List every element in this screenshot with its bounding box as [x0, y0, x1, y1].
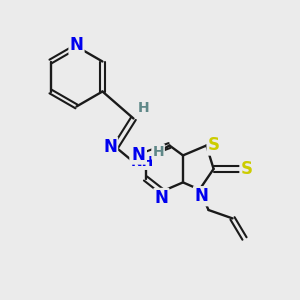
Text: N: N: [154, 189, 168, 207]
Text: NH: NH: [130, 155, 154, 169]
Text: N: N: [70, 36, 83, 54]
Text: H: H: [152, 145, 164, 159]
Text: N: N: [103, 138, 117, 156]
Text: N: N: [132, 146, 146, 164]
Text: N: N: [194, 187, 208, 205]
Text: H: H: [138, 101, 150, 115]
Text: S: S: [208, 136, 220, 154]
Text: S: S: [241, 160, 253, 178]
